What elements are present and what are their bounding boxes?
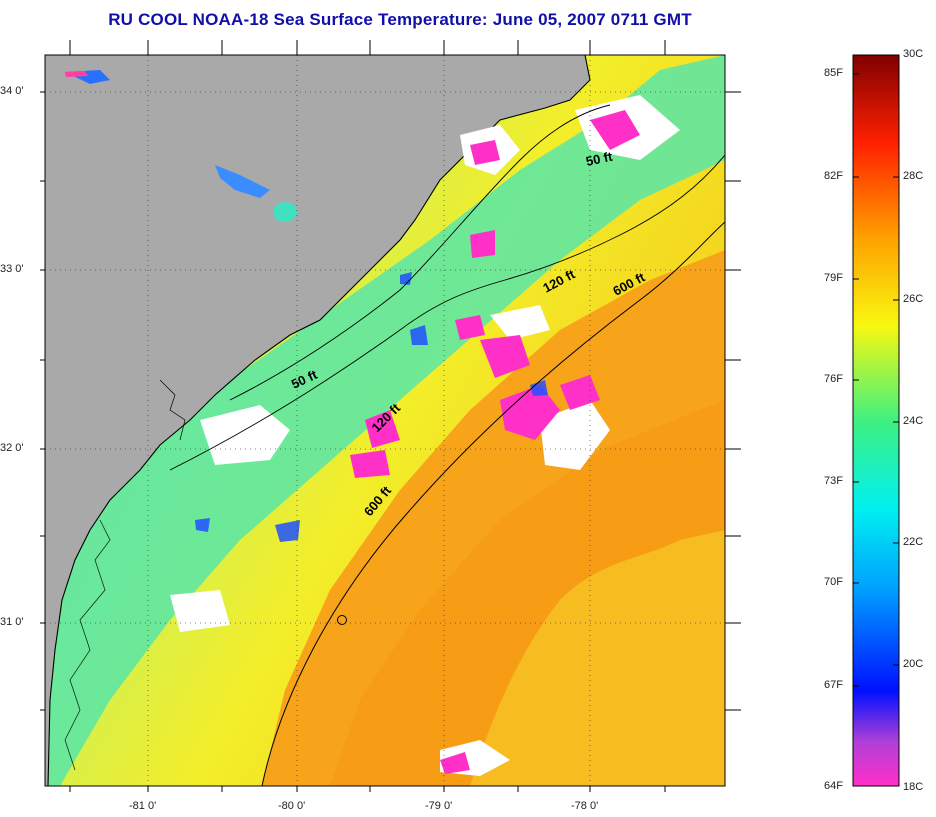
lat-label: 34 0'	[0, 85, 24, 97]
colorbar-f-label: 85F	[824, 67, 843, 79]
colorbar-f-label: 64F	[824, 780, 843, 792]
cold-patches	[65, 71, 640, 774]
colorbar-c-label: 18C	[903, 781, 924, 793]
colorbar-f-label: 79F	[824, 272, 843, 284]
colorbar-f-label: 76F	[824, 373, 843, 385]
lon-label: -79 0'	[425, 800, 453, 812]
lat-label: 31 0'	[0, 616, 24, 628]
contour-120ft	[169, 154, 725, 471]
colorbar-f-label: 82F	[824, 170, 843, 182]
colorbar-f-label: 67F	[824, 679, 843, 691]
cool-coastal-band	[45, 55, 725, 786]
coastline	[47, 55, 591, 786]
lon-label: -78 0'	[571, 800, 599, 812]
colorbar-c-label: 26C	[903, 293, 924, 305]
cool-fringe-patches	[195, 272, 548, 542]
colorbar-c-label: 30C	[903, 48, 924, 60]
colorbar-c-label: 22C	[903, 536, 924, 548]
colorbar-ticks	[853, 54, 899, 787]
colorbar-c-label: 28C	[903, 170, 924, 182]
lon-label: -81 0'	[129, 800, 157, 812]
contour-50ft	[229, 104, 611, 401]
seamount-contour	[337, 615, 347, 625]
contour-600ft	[261, 221, 725, 786]
contour-label-50ft-north: 50 ft	[585, 149, 615, 169]
colorbar-c-label: 20C	[903, 658, 924, 670]
colorbar	[853, 55, 899, 786]
colorbar-c-label: 24C	[903, 415, 924, 427]
graticule	[45, 55, 725, 786]
colorbar-f-label: 70F	[824, 576, 843, 588]
axis-ticks	[40, 40, 741, 792]
colorbar-f-label: 73F	[824, 475, 843, 487]
map-title: RU COOL NOAA-18 Sea Surface Temperature:…	[108, 10, 692, 29]
cloud-patches	[170, 95, 680, 776]
lon-label: -80 0'	[278, 800, 306, 812]
map-frame	[44, 54, 726, 787]
lat-label: 32 0'	[0, 442, 24, 454]
land-mass	[45, 55, 590, 786]
lat-label: 33 0'	[0, 263, 24, 275]
